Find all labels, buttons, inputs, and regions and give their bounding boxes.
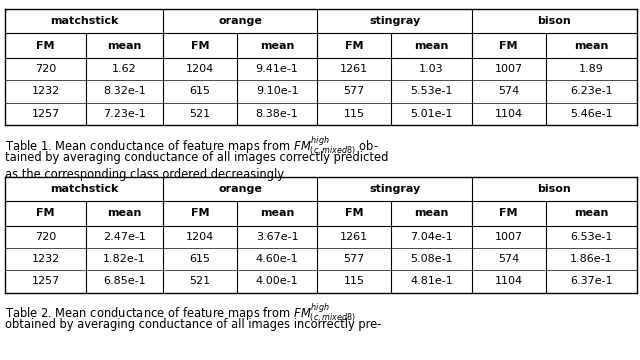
Text: 1261: 1261 (340, 232, 369, 242)
Text: 5.08e-1: 5.08e-1 (410, 254, 453, 264)
Text: stingray: stingray (369, 16, 420, 26)
Text: tained by averaging conductance of all images correctly predicted: tained by averaging conductance of all i… (5, 151, 388, 164)
Text: orange: orange (218, 184, 262, 194)
Text: 720: 720 (35, 64, 56, 74)
Text: obtained by averaging conductance of all images incorrectly pre-: obtained by averaging conductance of all… (5, 318, 381, 331)
Text: 1104: 1104 (495, 276, 523, 286)
Text: 521: 521 (189, 276, 211, 286)
Text: 1.86e-1: 1.86e-1 (570, 254, 612, 264)
Text: 1232: 1232 (31, 254, 60, 264)
Text: 4.00e-1: 4.00e-1 (256, 276, 298, 286)
Text: 720: 720 (35, 232, 56, 242)
Text: 5.01e-1: 5.01e-1 (410, 109, 452, 119)
Text: 6.85e-1: 6.85e-1 (103, 276, 146, 286)
Text: FM: FM (345, 208, 364, 218)
Text: mean: mean (574, 208, 609, 218)
Text: 574: 574 (498, 86, 519, 96)
Text: mean: mean (108, 208, 141, 218)
Text: 4.81e-1: 4.81e-1 (410, 276, 453, 286)
Text: matchstick: matchstick (50, 16, 118, 26)
Text: 1104: 1104 (495, 109, 523, 119)
Text: bison: bison (538, 184, 572, 194)
Text: matchstick: matchstick (50, 184, 118, 194)
Text: 115: 115 (344, 109, 365, 119)
Text: 5.46e-1: 5.46e-1 (570, 109, 612, 119)
Text: 615: 615 (189, 254, 211, 264)
Text: 6.37e-1: 6.37e-1 (570, 276, 612, 286)
Text: mean: mean (414, 208, 449, 218)
Text: Table 2. Mean conductance of feature maps from $FM^{high}_{(c,mixed8)}$: Table 2. Mean conductance of feature map… (5, 301, 356, 324)
Text: 1007: 1007 (495, 64, 523, 74)
Text: 4.60e-1: 4.60e-1 (256, 254, 298, 264)
Text: 7.04e-1: 7.04e-1 (410, 232, 453, 242)
Text: 521: 521 (189, 109, 211, 119)
Text: as the corresponding class ordered decreasingly.: as the corresponding class ordered decre… (5, 167, 286, 181)
Text: 1257: 1257 (31, 276, 60, 286)
Text: 1261: 1261 (340, 64, 369, 74)
Text: 615: 615 (189, 86, 211, 96)
Text: mean: mean (414, 41, 449, 51)
Text: 3.67e-1: 3.67e-1 (256, 232, 298, 242)
Text: 1.89: 1.89 (579, 64, 604, 74)
Text: 1204: 1204 (186, 64, 214, 74)
Text: FM: FM (36, 208, 55, 218)
Text: 577: 577 (344, 254, 365, 264)
Text: 2.47e-1: 2.47e-1 (103, 232, 146, 242)
Text: 1.82e-1: 1.82e-1 (103, 254, 146, 264)
Text: 9.41e-1: 9.41e-1 (256, 64, 298, 74)
Text: FM: FM (499, 208, 518, 218)
Text: 5.53e-1: 5.53e-1 (410, 86, 452, 96)
Text: FM: FM (499, 41, 518, 51)
Text: mean: mean (260, 41, 294, 51)
Text: 1.03: 1.03 (419, 64, 444, 74)
Text: 7.23e-1: 7.23e-1 (103, 109, 146, 119)
Text: FM: FM (191, 41, 209, 51)
Text: FM: FM (36, 41, 55, 51)
Text: 1232: 1232 (31, 86, 60, 96)
Text: 1257: 1257 (31, 109, 60, 119)
Text: mean: mean (574, 41, 609, 51)
Text: 6.23e-1: 6.23e-1 (570, 86, 612, 96)
Text: mean: mean (260, 208, 294, 218)
Text: 8.38e-1: 8.38e-1 (256, 109, 298, 119)
Text: stingray: stingray (369, 184, 420, 194)
Text: FM: FM (345, 41, 364, 51)
Text: 1007: 1007 (495, 232, 523, 242)
Text: 115: 115 (344, 276, 365, 286)
Text: 9.10e-1: 9.10e-1 (256, 86, 298, 96)
Text: FM: FM (191, 208, 209, 218)
Text: bison: bison (538, 16, 572, 26)
Text: 1.62: 1.62 (112, 64, 137, 74)
Text: 577: 577 (344, 86, 365, 96)
Text: 6.53e-1: 6.53e-1 (570, 232, 612, 242)
Text: 8.32e-1: 8.32e-1 (103, 86, 146, 96)
Text: orange: orange (218, 16, 262, 26)
Text: 1204: 1204 (186, 232, 214, 242)
Text: Table 1. Mean conductance of feature maps from $FM^{high}_{(c,mixed8)}$ ob-: Table 1. Mean conductance of feature map… (5, 134, 379, 157)
Text: 574: 574 (498, 254, 519, 264)
Text: mean: mean (108, 41, 141, 51)
